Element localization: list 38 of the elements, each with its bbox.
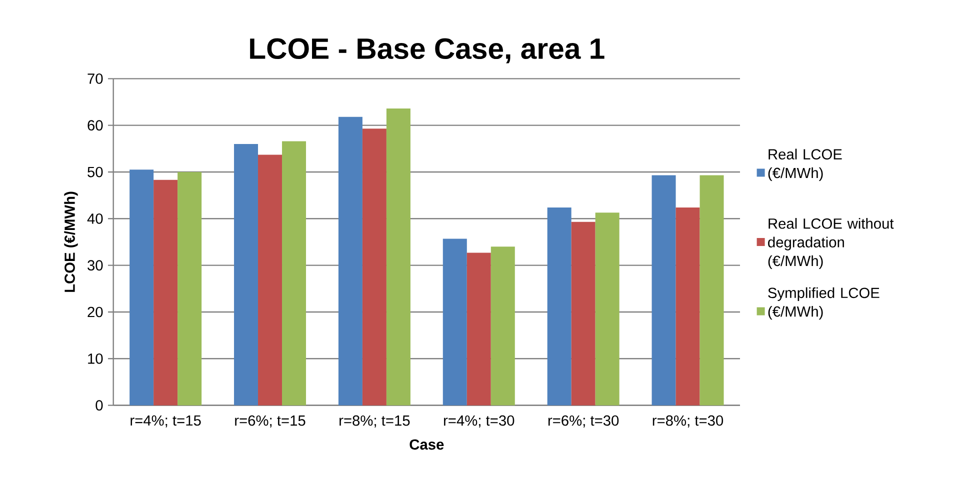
bar	[490, 246, 515, 406]
bar	[652, 175, 676, 406]
bar	[234, 144, 258, 406]
x-tick-label: r=6%; t=15	[235, 415, 306, 428]
bar	[466, 252, 491, 406]
bar	[700, 175, 724, 406]
x-tick-label: r=8%; t=15	[340, 415, 410, 428]
bar	[571, 222, 596, 406]
bar	[258, 154, 282, 406]
x-tick-label: r=8%; t=30	[652, 415, 724, 428]
bar	[338, 116, 362, 406]
y-tick-label: 0	[96, 400, 103, 411]
y-tick-label: 10	[88, 353, 103, 364]
x-axis-title: Case	[410, 439, 444, 450]
y-tick-label: 70	[88, 73, 103, 84]
y-tick-label: 50	[88, 166, 103, 178]
bar	[595, 212, 620, 406]
bar	[547, 207, 572, 406]
y-tick-label: 60	[88, 120, 103, 131]
y-axis-title: LCOE (€/MWh)	[64, 192, 78, 292]
bar	[282, 141, 306, 406]
chart-title: LCOE - Base Case, area 1	[250, 38, 604, 64]
legend-label: Symplified LCOE (€/MWh)	[768, 287, 880, 320]
bar	[154, 180, 178, 406]
x-tick-label: r=4%; t=15	[130, 415, 201, 428]
bar	[442, 238, 467, 406]
y-tick-label: 40	[87, 213, 103, 224]
bar	[362, 128, 386, 406]
bar	[676, 207, 700, 406]
x-tick-label: r=4%; t=30	[444, 415, 514, 428]
y-tick-label: 30	[88, 260, 103, 271]
y-tick-label: 20	[88, 306, 103, 318]
bar	[130, 170, 154, 406]
legend-label: Real LCOE (€/MWh)	[768, 148, 842, 182]
x-tick-label: r=6%; t=30	[548, 415, 619, 428]
bar	[178, 172, 202, 406]
bar	[386, 108, 410, 406]
legend-label: Real LCOE without degradation (€/MWh)	[768, 218, 894, 270]
